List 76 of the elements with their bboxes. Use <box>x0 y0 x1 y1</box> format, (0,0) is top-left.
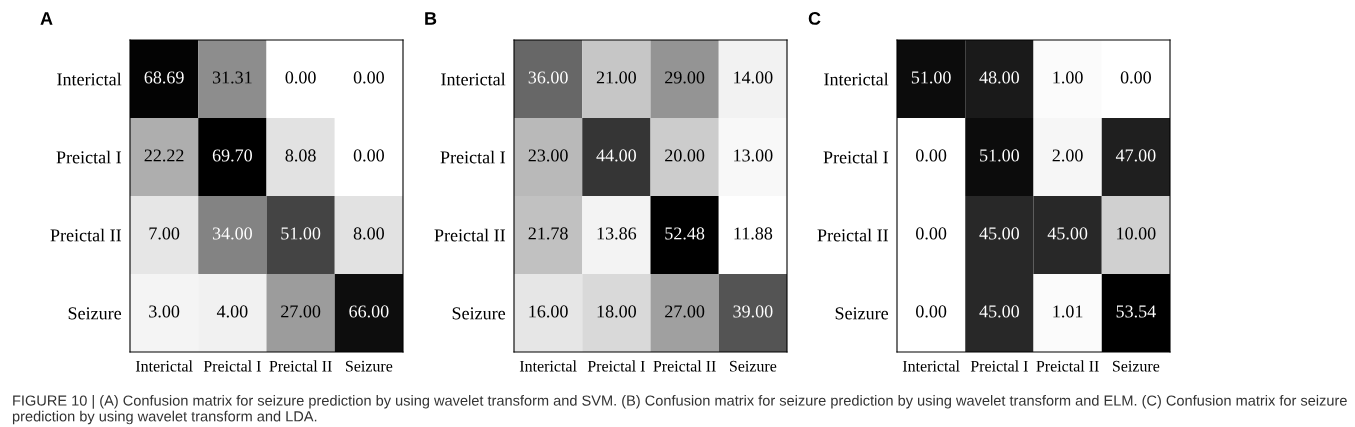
data-label: 48.00 <box>979 71 1019 84</box>
data-label: 2.00 <box>1052 149 1083 162</box>
y-tick-label: Interictal <box>441 72 506 86</box>
data-label: 0.00 <box>916 305 947 318</box>
data-label: 23.00 <box>528 149 568 162</box>
data-label: 51.00 <box>281 227 321 240</box>
data-label: 8.08 <box>285 149 316 162</box>
data-label: 36.00 <box>528 71 568 84</box>
x-tick-label: Seizure <box>1113 360 1160 372</box>
data-label: 3.00 <box>149 305 180 318</box>
chart-title: A <box>40 12 53 25</box>
data-label: 0.00 <box>285 71 316 84</box>
data-label: 7.00 <box>149 227 180 240</box>
data-label: 47.00 <box>1115 149 1156 162</box>
data-label: 0.00 <box>916 227 947 240</box>
data-label: 45.00 <box>1047 227 1088 240</box>
data-label: 20.00 <box>665 149 705 162</box>
x-tick-label: Seizure <box>346 360 393 372</box>
data-label: 13.00 <box>734 149 773 162</box>
data-label: 18.00 <box>597 305 636 318</box>
data-label: 22.22 <box>144 149 184 162</box>
data-label: 16.00 <box>529 305 568 318</box>
x-tick-label: Preictal II <box>653 360 716 372</box>
x-tick-label: Interictal <box>519 360 577 372</box>
y-tick-label: Interictal <box>824 72 889 86</box>
data-label: 51.00 <box>911 71 951 84</box>
data-label: 14.00 <box>734 71 773 84</box>
x-tick-label: Preictal I <box>587 360 645 372</box>
y-tick-label: Preictal I <box>823 150 889 164</box>
data-label: 21.78 <box>528 227 568 240</box>
y-tick-label: Preictal II <box>434 228 506 242</box>
data-label: 27.00 <box>281 305 321 318</box>
x-tick-label: Preictal I <box>203 360 261 372</box>
data-label: 0.00 <box>353 149 384 162</box>
data-label: 45.00 <box>979 227 1019 240</box>
data-label: 27.00 <box>665 305 705 318</box>
data-label: 10.00 <box>1117 227 1156 240</box>
data-label: 11.88 <box>734 227 773 240</box>
y-tick-label: Interictal <box>57 72 122 86</box>
data-label: 68.69 <box>144 71 184 84</box>
x-tick-label: Preictal I <box>970 360 1028 372</box>
data-label: 44.00 <box>596 149 636 162</box>
y-tick-label: Preictal II <box>50 228 122 242</box>
x-tick-label: Preictal II <box>269 360 332 372</box>
data-label: 31.31 <box>212 71 252 84</box>
y-tick-label: Preictal I <box>56 150 122 164</box>
data-label: 29.00 <box>665 71 705 84</box>
data-label: 21.00 <box>596 71 636 84</box>
data-label: 0.00 <box>916 149 947 162</box>
y-tick-label: Seizure <box>452 307 506 320</box>
caption: FIGURE 10 | (A) Confusion matrix for seizure prediction by using wavelet transform and SVM. (B) Confusion matrix for seizure prediction by using wavelet transform and ELM. (C) Confusion matrix for seizure prediction by using wavelet transform and LDA. <box>12 395 1347 425</box>
data-label: 0.00 <box>353 71 384 84</box>
chart-title: B <box>425 12 437 25</box>
x-tick-label: Seizure <box>730 360 777 372</box>
data-label: 69.70 <box>212 149 252 162</box>
data-label: 1.00 <box>1053 71 1083 84</box>
x-tick-label: Interictal <box>135 360 193 372</box>
data-label: 0.00 <box>1120 71 1151 84</box>
y-tick-label: Seizure <box>68 307 122 320</box>
data-label: 52.48 <box>665 227 705 240</box>
data-label: 53.54 <box>1116 305 1156 318</box>
data-label: 66.00 <box>349 305 389 318</box>
data-label: 39.00 <box>733 305 773 318</box>
data-label: 4.00 <box>216 305 248 318</box>
y-tick-label: Preictal I <box>440 150 506 164</box>
data-label: 1.01 <box>1053 305 1083 318</box>
x-tick-label: Interictal <box>902 360 960 372</box>
y-tick-label: Seizure <box>835 307 889 320</box>
data-label: 51.00 <box>980 149 1019 162</box>
y-tick-label: Preictal II <box>817 228 889 242</box>
x-tick-label: Preictal II <box>1036 360 1099 372</box>
data-label: 8.00 <box>353 227 384 240</box>
data-label: 45.00 <box>979 305 1019 318</box>
chart-title: C <box>808 12 821 25</box>
data-label: 34.00 <box>212 227 252 240</box>
data-label: 13.86 <box>597 227 637 240</box>
